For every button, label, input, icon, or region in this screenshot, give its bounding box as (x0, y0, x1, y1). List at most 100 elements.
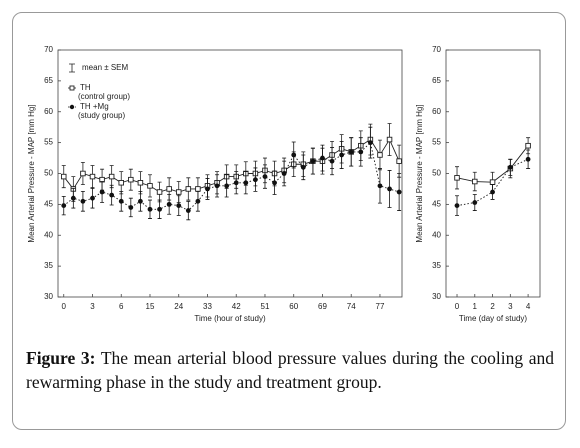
point (80, 170, 86, 177)
caption: Figure 3: The mean arterial blood pressu… (26, 346, 554, 394)
point (61, 203, 67, 209)
point (147, 183, 153, 189)
point (156, 189, 163, 195)
point (118, 198, 124, 204)
legend-error-icon (69, 63, 75, 73)
y-tick-label: 45 (44, 199, 53, 208)
point (387, 186, 392, 192)
point (310, 158, 316, 164)
point (386, 136, 393, 143)
y-tick-label: 50 (432, 169, 441, 178)
point (300, 164, 306, 170)
y-tick-label: 50 (44, 169, 53, 178)
x-tick-label: 33 (203, 302, 212, 311)
y-tick-label: 70 (432, 45, 441, 54)
y-axis-label: Mean Arterial Pressure - MAP [mm Hg] (415, 104, 424, 242)
point (205, 186, 210, 192)
point (185, 208, 191, 213)
point (507, 164, 513, 170)
x-tick-label: 1 (473, 302, 478, 311)
point (137, 180, 144, 186)
y-tick-label: 60 (44, 107, 53, 116)
y-tick-label: 45 (432, 199, 441, 208)
point (128, 205, 134, 210)
point (176, 203, 182, 209)
point (138, 198, 143, 204)
legend-group: (study group) (78, 111, 125, 120)
x-tick-label: 74 (347, 302, 356, 311)
y-tick-label: 60 (432, 107, 441, 116)
point (377, 183, 383, 189)
point (454, 175, 460, 181)
point (377, 152, 383, 158)
point (147, 206, 153, 212)
point (396, 158, 402, 164)
legend-label: TH (80, 83, 91, 92)
x-tick-label: 24 (174, 302, 183, 311)
point (118, 180, 124, 186)
point (108, 173, 115, 180)
x-tick-label: 42 (232, 302, 241, 311)
x-tick-label: 69 (318, 302, 327, 311)
legend-marker (69, 104, 75, 110)
y-tick-label: 35 (44, 261, 53, 270)
y-tick-label: 30 (432, 292, 441, 301)
legend-note: mean ± SEM (82, 63, 129, 72)
x-tick-label: 0 (455, 302, 460, 311)
x-axis-label: Time (day of study) (459, 314, 528, 323)
point (291, 152, 297, 158)
y-tick-label: 65 (432, 76, 441, 85)
x-tick-label: 3 (90, 302, 95, 311)
legend-marker (69, 85, 75, 91)
point (472, 178, 478, 185)
y-tick-label: 65 (44, 76, 53, 85)
x-tick-label: 2 (490, 302, 495, 311)
point (396, 189, 402, 195)
point (281, 171, 287, 176)
point (233, 180, 239, 186)
point (490, 189, 495, 195)
point (166, 201, 172, 207)
point (90, 195, 95, 201)
legend-label: TH +Mg (80, 102, 109, 111)
point (525, 142, 531, 149)
point (525, 156, 531, 162)
point (70, 195, 76, 201)
point (320, 155, 325, 161)
y-tick-label: 40 (432, 230, 441, 239)
point (348, 149, 354, 155)
point (224, 183, 230, 189)
point (358, 149, 364, 155)
point (367, 140, 373, 146)
point (109, 192, 115, 198)
point (329, 158, 335, 164)
y-tick-label: 70 (44, 45, 53, 54)
caption-text: The mean arterial blood pressure values … (26, 348, 554, 392)
x-tick-label: 51 (261, 302, 270, 311)
point (489, 179, 496, 185)
point (214, 183, 220, 189)
point (339, 152, 345, 158)
point (272, 180, 277, 186)
point (262, 174, 268, 179)
x-axis-label: Time (hour of study) (194, 314, 266, 323)
series-line (63, 138, 400, 193)
point (243, 180, 249, 186)
point (99, 189, 105, 195)
x-tick-label: 0 (62, 302, 67, 311)
x-tick-label: 77 (376, 302, 385, 311)
plot-area (57, 49, 403, 298)
y-tick-label: 55 (432, 138, 441, 147)
x-tick-label: 60 (289, 302, 298, 311)
point (454, 203, 460, 209)
point (166, 186, 172, 192)
point (472, 200, 478, 205)
figure-frame (12, 12, 566, 430)
x-tick-label: 3 (508, 302, 513, 311)
point (195, 198, 201, 204)
legend-group: (control group) (78, 92, 130, 101)
x-tick-label: 6 (119, 302, 124, 311)
point (60, 173, 67, 180)
y-tick-label: 30 (44, 292, 53, 301)
